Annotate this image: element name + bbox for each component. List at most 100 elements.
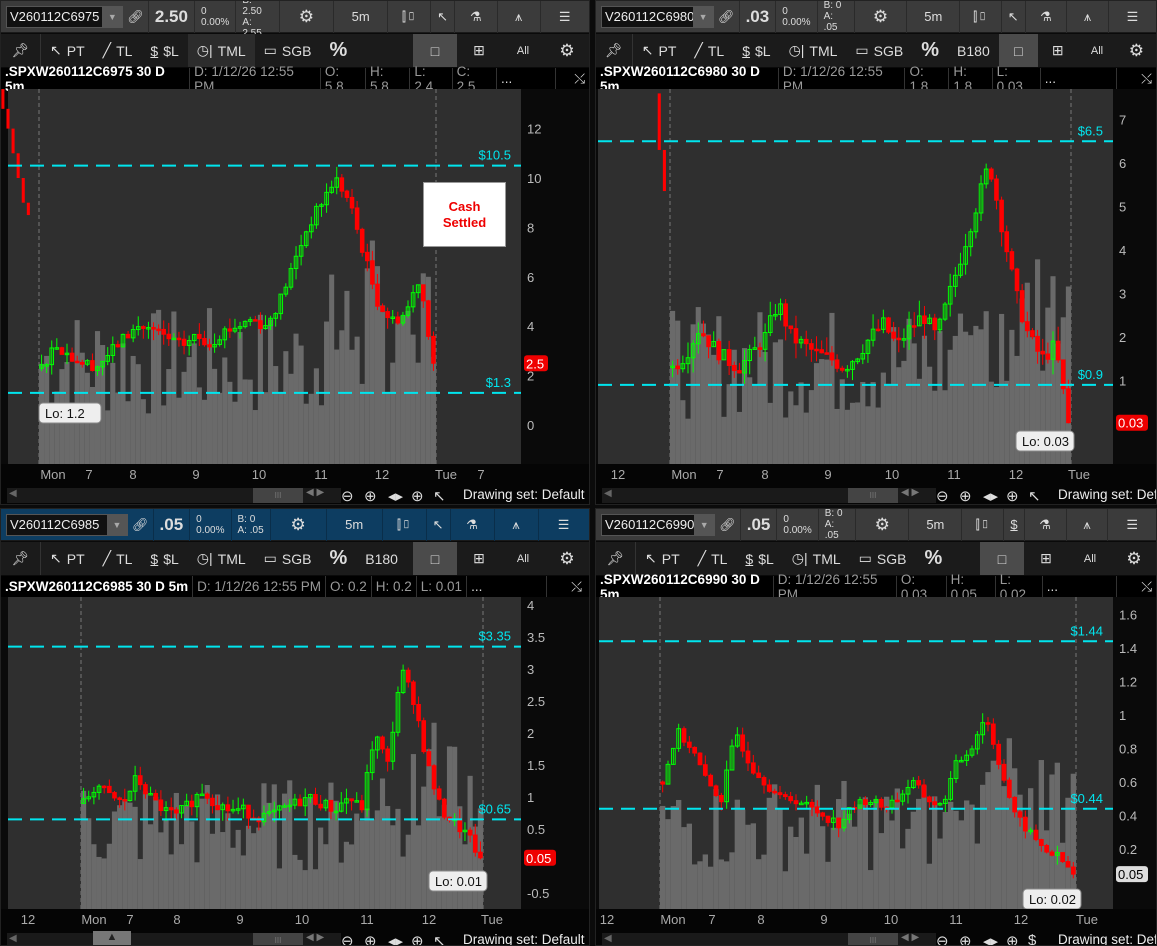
price-level-button[interactable]: $ $L [141, 34, 187, 67]
crosshair-icon[interactable]: ⊕ [411, 487, 424, 505]
chart-settings-button[interactable]: ⚙ [545, 34, 589, 67]
scrollbar-track[interactable]: ◀ III [7, 488, 341, 503]
zoom-in-icon[interactable]: ⊕ [959, 932, 972, 946]
symbol-selector[interactable]: V260112C6975 ▼ [6, 5, 124, 28]
price-tool-button[interactable]: ↖ PT [636, 542, 689, 575]
single-layout-button[interactable]: □ [998, 34, 1039, 67]
scrollbar-thumb[interactable]: III [253, 933, 303, 945]
crosshair-icon[interactable]: ⊕ [1006, 932, 1019, 946]
chart-style-button[interactable]: ⫿▯ [962, 509, 1005, 541]
pin-button[interactable]: 📌︎ [596, 34, 633, 67]
fit-icon[interactable]: ◂▸ [983, 932, 999, 946]
scrollbar-thumb[interactable]: III [848, 933, 898, 945]
symbol-selector[interactable]: V260112C6990 ▼ [601, 513, 716, 536]
scroll-arrows-icon[interactable]: ◀ ▶ [901, 932, 920, 943]
price-level-button[interactable]: $ $L [733, 34, 779, 67]
price-tool-button[interactable]: ↖ PT [41, 542, 94, 575]
price-chart[interactable]: $6.5 $0.9 1 2 3 4 5 6 7 0.03 Lo: 0.03 [596, 89, 1157, 464]
drawing-set-label[interactable]: Drawing set: Default [1058, 487, 1157, 502]
chart-style-button[interactable]: ⫿▯ [960, 1, 1002, 33]
price-tool-button[interactable]: ↖ PT [633, 34, 686, 67]
zoom-in-icon[interactable]: ⊕ [364, 932, 377, 946]
scroll-arrows-icon[interactable]: ◀ ▶ [306, 487, 325, 498]
drawing-set-label[interactable]: Drawing set: Default [463, 932, 585, 946]
time-marker-button[interactable]: ◷| TML [187, 34, 255, 67]
menu-button[interactable]: ☰ [539, 509, 589, 541]
grid-layout-button[interactable]: ⊞ [457, 34, 501, 67]
grid-layout-button[interactable]: ⊞ [457, 542, 501, 575]
expand-collapse-icon[interactable]: ⤯ [1141, 578, 1152, 594]
price-level-button[interactable]: $ $L [736, 542, 782, 575]
crosshair-icon[interactable]: ⊕ [1006, 487, 1019, 505]
scroll-arrows-icon[interactable]: ◀ ▶ [306, 932, 325, 943]
dollar-icon[interactable]: $ [1028, 932, 1037, 946]
b180-button[interactable]: B180 [356, 542, 407, 575]
studies-button[interactable]: ⚗ [1026, 1, 1068, 33]
timeframe-button[interactable]: 5m [909, 509, 963, 541]
scroll-left-icon[interactable]: ◀ [9, 933, 17, 944]
price-level-button[interactable]: $ [1004, 509, 1025, 541]
time-marker-button[interactable]: ◷| TML [188, 542, 255, 575]
chart-style-button[interactable]: ⫿▯ [383, 509, 427, 541]
zoom-out-icon[interactable]: ⊖ [936, 932, 949, 946]
settings-button[interactable]: ⚙ [855, 1, 908, 33]
drawing-set-label[interactable]: Drawing set: Default [463, 487, 585, 502]
expand-collapse-icon[interactable]: ⤯ [571, 578, 582, 594]
price-chart[interactable]: $1.44 $0.44 0.2 0.4 0.6 0.8 1 1.2 1.4 1.6 0.05 Lo: … [596, 597, 1157, 909]
studies-button[interactable]: ⚗ [451, 509, 495, 541]
single-layout-button[interactable]: □ [980, 542, 1024, 575]
percent-button[interactable]: % [915, 542, 951, 575]
chart-settings-button[interactable]: ⚙ [1117, 34, 1156, 67]
expand-collapse-icon[interactable]: ⤯ [1141, 70, 1152, 86]
single-layout-button[interactable]: □ [413, 34, 457, 67]
scrollbar-track[interactable]: ◀ III [7, 933, 341, 945]
zoom-in-icon[interactable]: ⊕ [364, 487, 377, 505]
expand-collapse-icon[interactable]: ⤯ [574, 70, 585, 86]
time-marker-button[interactable]: ◷| TML [783, 542, 850, 575]
studies-button[interactable]: ⚗ [1025, 509, 1067, 541]
chevron-down-icon[interactable]: ▼ [694, 514, 715, 535]
drawings-button[interactable]: ⩚ [1067, 1, 1109, 33]
annotation-note[interactable]: Cash Settled [423, 182, 506, 247]
sgb-button[interactable]: ▭ SGB [846, 34, 912, 67]
scroll-arrows-icon[interactable]: ◀ ▶ [901, 487, 920, 498]
all-button[interactable]: All [1068, 542, 1112, 575]
pin-button[interactable]: 📌︎ [596, 542, 636, 575]
zoom-out-icon[interactable]: ⊖ [936, 487, 949, 505]
chevron-down-icon[interactable]: ▼ [693, 6, 714, 27]
price-tool-button[interactable]: ↖ PT [41, 34, 94, 67]
symbol-selector[interactable]: V260112C6980 ▼ [601, 5, 715, 28]
fit-icon[interactable]: ◂▸ [388, 487, 404, 505]
percent-button[interactable]: % [320, 34, 356, 67]
fit-icon[interactable]: ◂▸ [983, 487, 999, 505]
collapse-icon[interactable]: ▲ [93, 931, 131, 945]
link-button[interactable]: 🔗︎ [123, 1, 149, 33]
menu-button[interactable]: ☰ [1109, 1, 1156, 33]
chevron-down-icon[interactable]: ▼ [107, 514, 127, 535]
menu-button[interactable]: ☰ [1108, 509, 1155, 541]
sgb-button[interactable]: ▭ SGB [255, 542, 321, 575]
cursor-icon[interactable]: ↖ [433, 932, 446, 946]
fit-icon[interactable]: ◂▸ [388, 932, 404, 946]
cursor-button[interactable]: ↖ [431, 1, 455, 33]
drawing-set-label[interactable]: Drawing set: Default [1058, 932, 1157, 946]
timeframe-button[interactable]: 5m [334, 1, 389, 33]
scroll-left-icon[interactable]: ◀ [9, 488, 17, 499]
studies-button[interactable]: ⚗ [455, 1, 498, 33]
scrollbar-thumb[interactable]: III [253, 488, 303, 503]
link-button[interactable]: 🔗︎ [128, 509, 154, 541]
scrollbar-thumb[interactable]: III [848, 488, 898, 503]
cursor-icon[interactable]: ↖ [1028, 487, 1041, 505]
pin-button[interactable]: 📌︎ [1, 34, 41, 67]
trendline-button[interactable]: ╱ TL [685, 34, 733, 67]
percent-button[interactable]: % [320, 542, 356, 575]
scroll-left-icon[interactable]: ◀ [604, 488, 612, 499]
chart-settings-button[interactable]: ⚙ [1112, 542, 1156, 575]
b180-button[interactable] [951, 542, 969, 575]
sgb-button[interactable]: ▭ SGB [255, 34, 321, 67]
trendline-button[interactable]: ╱ TL [94, 542, 142, 575]
timeframe-button[interactable]: 5m [907, 1, 961, 33]
time-marker-button[interactable]: ◷| TML [780, 34, 847, 67]
cursor-button[interactable]: ↖ [427, 509, 451, 541]
pin-button[interactable]: 📌︎ [1, 542, 41, 575]
